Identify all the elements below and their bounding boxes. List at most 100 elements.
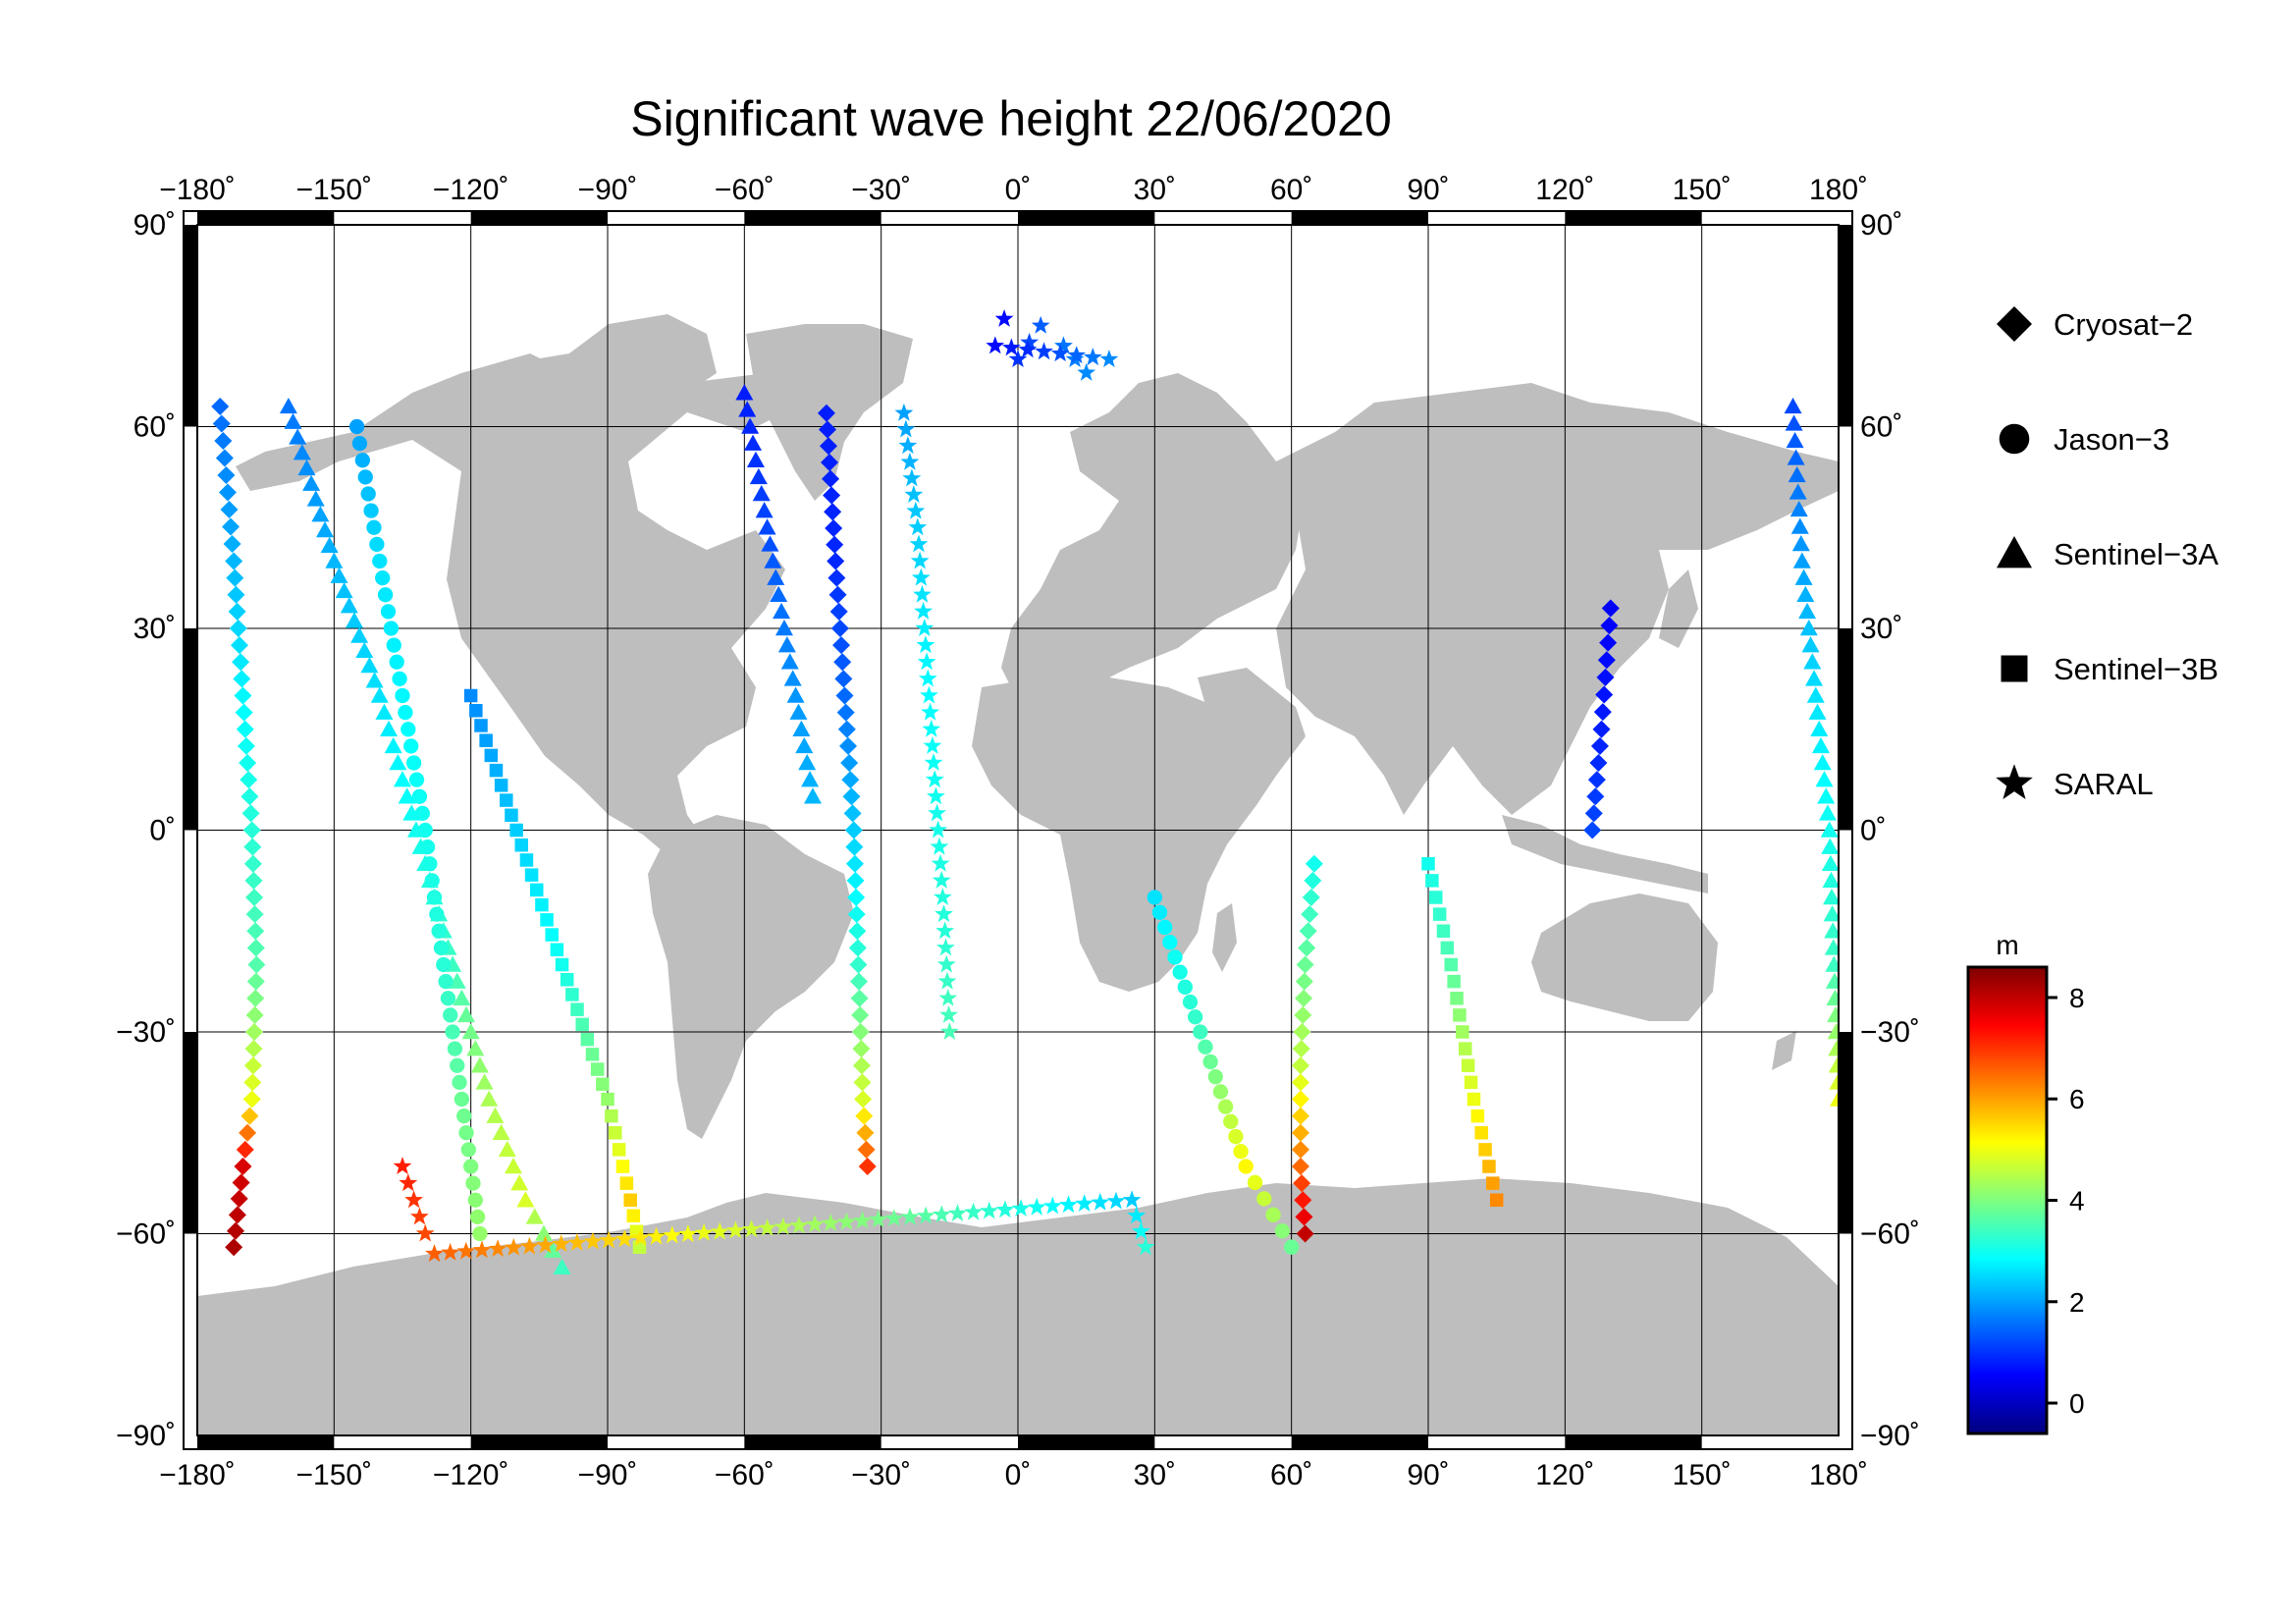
track-point [1584,804,1603,823]
track-point [922,719,941,737]
track-point [242,1090,261,1109]
legend-label: Cryosat−2 [2054,307,2193,342]
track-point [1305,854,1323,873]
track-point [1198,1039,1213,1055]
track-point [846,871,865,890]
frame-bar-top [1018,211,1155,225]
track-point [1458,1042,1472,1055]
track-point [923,736,942,754]
track-point [236,720,254,738]
track-point [939,1005,958,1023]
track-point [404,1190,423,1209]
track-point [934,888,952,905]
track-point [325,552,344,568]
track-point [938,988,958,1006]
track-point [351,435,368,452]
track-point [1067,346,1087,364]
track-point [1789,500,1808,517]
track-point [817,404,835,422]
track-point [821,454,839,472]
track-point [725,1220,745,1239]
track-point [1432,907,1447,921]
track-point [480,1090,499,1107]
track-point [212,414,231,433]
track-point [415,1223,435,1242]
lat-tick-label: 0˚ [149,815,176,847]
track-point [228,602,246,621]
track-point [1787,449,1805,465]
track-point [1291,1123,1309,1142]
track-point [426,890,443,905]
track-point [247,955,266,974]
track-point [1482,1160,1496,1173]
track-point [710,1221,729,1240]
track-point [245,889,264,906]
track-point [758,518,776,535]
track-point [232,653,250,672]
track-point [239,1123,257,1142]
track-point [842,787,861,806]
track-point [237,736,255,755]
track-point [767,568,785,585]
track-point [240,771,258,789]
track-point [932,1205,951,1223]
track-point [854,1090,873,1109]
land-north-america [236,353,785,884]
track-point [585,1048,600,1061]
track-point [472,1225,488,1242]
track-point [384,736,402,754]
track-point [1031,315,1050,334]
track-point [917,652,936,671]
track-point [1489,1193,1504,1207]
track-point [583,1231,603,1250]
track-point [927,786,945,805]
lat-tick-label: 60˚ [1860,411,1902,444]
track-point [851,1023,870,1041]
track-point [801,771,820,787]
track-point [916,1206,935,1224]
map-frame [183,210,1853,1450]
track-point [1586,787,1605,806]
track-point [742,1219,761,1238]
track-point [858,1158,877,1175]
track-point [245,1023,264,1041]
track-point [240,1107,259,1125]
track-point [469,703,483,718]
track-point [1299,922,1317,941]
track-point [770,585,788,602]
track [1583,599,1620,839]
track-point [370,686,389,703]
track-point [1291,1073,1309,1092]
frame-bar-bottom [470,1435,608,1449]
track-point [918,669,937,687]
track-point [851,1005,870,1024]
track-point [1447,974,1461,989]
track-point [553,1258,571,1274]
track-point [243,838,262,856]
track-point [833,653,852,672]
lon-tick-label: −90˚ [578,1459,638,1491]
track-point [908,517,928,536]
track-point [393,1157,412,1174]
land-europe [1001,373,1306,707]
colorbar-ticks: 0 2 4 6 8 [2047,983,2085,1419]
track-point [399,1173,418,1192]
track-point [853,1073,872,1092]
track-point [311,506,330,522]
square-icon [2001,655,2028,682]
track-point [530,883,544,897]
track-point [472,1240,492,1259]
track-point [227,1221,245,1240]
track-point [246,922,265,941]
track-point [921,702,939,721]
track-point [1020,333,1039,351]
track-point [492,1123,510,1140]
track-point [463,1159,479,1174]
track-point [392,671,407,687]
track-point [1127,1206,1147,1224]
track-point [1817,787,1836,804]
track-point [1291,1107,1309,1125]
track-point [293,444,311,460]
track-point [228,1206,246,1224]
track-point [786,686,805,703]
